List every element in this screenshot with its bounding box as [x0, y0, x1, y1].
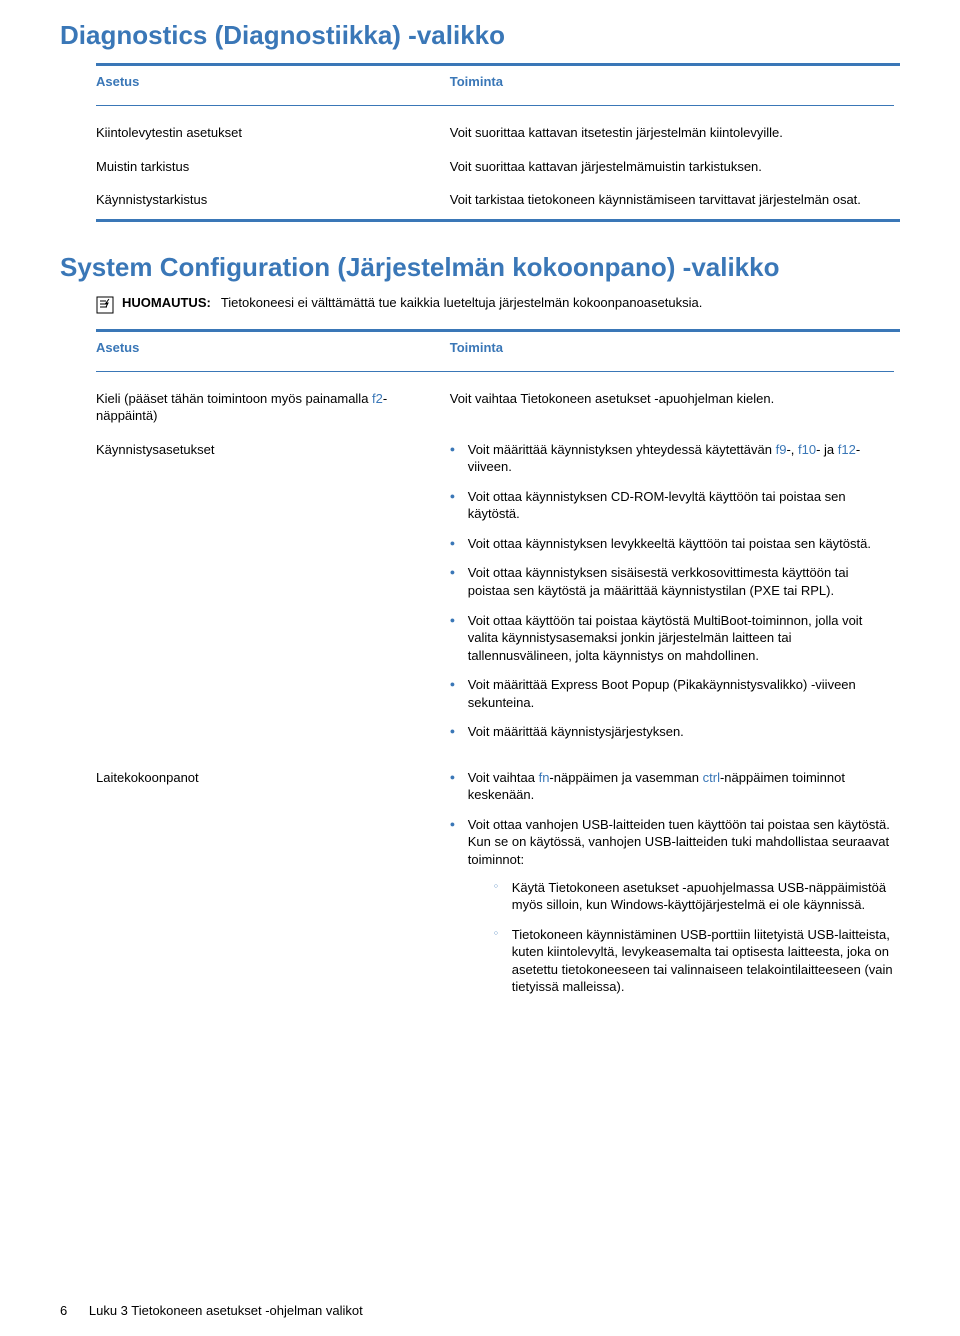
text: -näppäimen ja vasemman — [549, 770, 702, 785]
list-item: Voit vaihtaa fn-näppäimen ja vasemman ct… — [450, 769, 894, 804]
text: Voit ottaa vanhojen USB-laitteiden tuen … — [468, 817, 890, 867]
text: Voit määrittää käynnistyksen yhteydessä … — [468, 442, 776, 457]
key-ctrl: ctrl — [703, 770, 720, 785]
col-header-action: Toiminta — [450, 334, 900, 361]
col-header-setting: Asetus — [96, 68, 450, 95]
setting-cell: Kieli (pääset tähän toimintoon myös pain… — [96, 382, 450, 433]
key-fn: fn — [539, 770, 550, 785]
sysconfig-table: Asetus Toiminta Kieli (pääset tähän toim… — [96, 334, 900, 1016]
list-item: Voit ottaa käynnistyksen sisäisestä verk… — [450, 564, 894, 599]
key-f10: f10 — [798, 442, 816, 457]
bullet-list: Voit määrittää käynnistyksen yhteydessä … — [450, 441, 894, 741]
list-item: Voit ottaa käynnistyksen levykkeeltä käy… — [450, 535, 894, 553]
list-item: Tietokoneen käynnistäminen USB-porttiin … — [494, 926, 894, 996]
list-item: Voit määrittää käynnistyksen yhteydessä … — [450, 441, 894, 476]
table-row: Käynnistystarkistus Voit tarkistaa tieto… — [96, 183, 900, 217]
setting-cell: Laitekokoonpanot — [96, 761, 450, 1016]
table-row: Muistin tarkistus Voit suorittaa kattava… — [96, 150, 900, 184]
table-row: Käynnistysasetukset Voit määrittää käynn… — [96, 433, 900, 761]
action-cell: Voit vaihtaa Tietokoneen asetukset -apuo… — [450, 382, 900, 433]
bullet-list: Voit vaihtaa fn-näppäimen ja vasemman ct… — [450, 769, 894, 996]
list-item: Voit ottaa vanhojen USB-laitteiden tuen … — [450, 816, 894, 996]
action-cell: Voit määrittää käynnistyksen yhteydessä … — [450, 433, 900, 761]
list-item: Voit ottaa käynnistyksen CD-ROM-levyltä … — [450, 488, 894, 523]
diagnostics-table-wrap: Asetus Toiminta Kiintolevytestin asetuks… — [96, 63, 900, 222]
action-cell: Voit tarkistaa tietokoneen käynnistämise… — [450, 183, 900, 217]
diagnostics-heading: Diagnostics (Diagnostiikka) -valikko — [60, 20, 900, 51]
key-f9: f9 — [776, 442, 787, 457]
setting-cell: Käynnistystarkistus — [96, 183, 450, 217]
sub-bullet-list: Käytä Tietokoneen asetukset -apuohjelmas… — [468, 879, 894, 996]
action-cell: Voit suorittaa kattavan itsetestin järje… — [450, 116, 900, 150]
table-row: Laitekokoonpanot Voit vaihtaa fn-näppäim… — [96, 761, 900, 1016]
divider — [96, 63, 900, 66]
diagnostics-table: Asetus Toiminta Kiintolevytestin asetuks… — [96, 68, 900, 217]
key-f12: f12 — [838, 442, 856, 457]
key-f2: f2 — [372, 391, 383, 406]
list-item: Voit ottaa käyttöön tai poistaa käytöstä… — [450, 612, 894, 665]
chapter-label: Luku 3 Tietokoneen asetukset -ohjelman v… — [89, 1303, 363, 1318]
table-row: Kieli (pääset tähän toimintoon myös pain… — [96, 382, 900, 433]
col-header-action: Toiminta — [450, 68, 900, 95]
note-label: HUOMAUTUS: — [122, 295, 211, 310]
table-row: Kiintolevytestin asetukset Voit suoritta… — [96, 116, 900, 150]
note-text: Tietokoneesi ei välttämättä tue kaikkia … — [221, 295, 703, 310]
divider — [96, 219, 900, 222]
setting-cell: Muistin tarkistus — [96, 150, 450, 184]
list-item: Voit määrittää käynnistysjärjestyksen. — [450, 723, 894, 741]
text: -, — [786, 442, 798, 457]
setting-cell: Kiintolevytestin asetukset — [96, 116, 450, 150]
setting-cell: Käynnistysasetukset — [96, 433, 450, 761]
text: Kieli (pääset tähän toimintoon myös pain… — [96, 391, 372, 406]
text: Voit vaihtaa — [468, 770, 539, 785]
col-header-setting: Asetus — [96, 334, 450, 361]
action-cell: Voit suorittaa kattavan järjestelmämuist… — [450, 150, 900, 184]
sysconfig-heading: System Configuration (Järjestelmän kokoo… — [60, 252, 900, 283]
note-icon — [96, 296, 114, 317]
action-cell: Voit vaihtaa fn-näppäimen ja vasemman ct… — [450, 761, 900, 1016]
list-item: Voit määrittää Express Boot Popup (Pikak… — [450, 676, 894, 711]
divider — [96, 105, 894, 106]
note-row: HUOMAUTUS: Tietokoneesi ei välttämättä t… — [96, 295, 900, 317]
page-footer: 6 Luku 3 Tietokoneen asetukset -ohjelman… — [60, 1303, 363, 1318]
list-item: Käytä Tietokoneen asetukset -apuohjelmas… — [494, 879, 894, 914]
divider — [96, 371, 894, 372]
divider — [96, 329, 900, 332]
text: - ja — [816, 442, 838, 457]
sysconfig-table-wrap: Asetus Toiminta Kieli (pääset tähän toim… — [96, 329, 900, 1016]
page-number: 6 — [60, 1303, 67, 1318]
